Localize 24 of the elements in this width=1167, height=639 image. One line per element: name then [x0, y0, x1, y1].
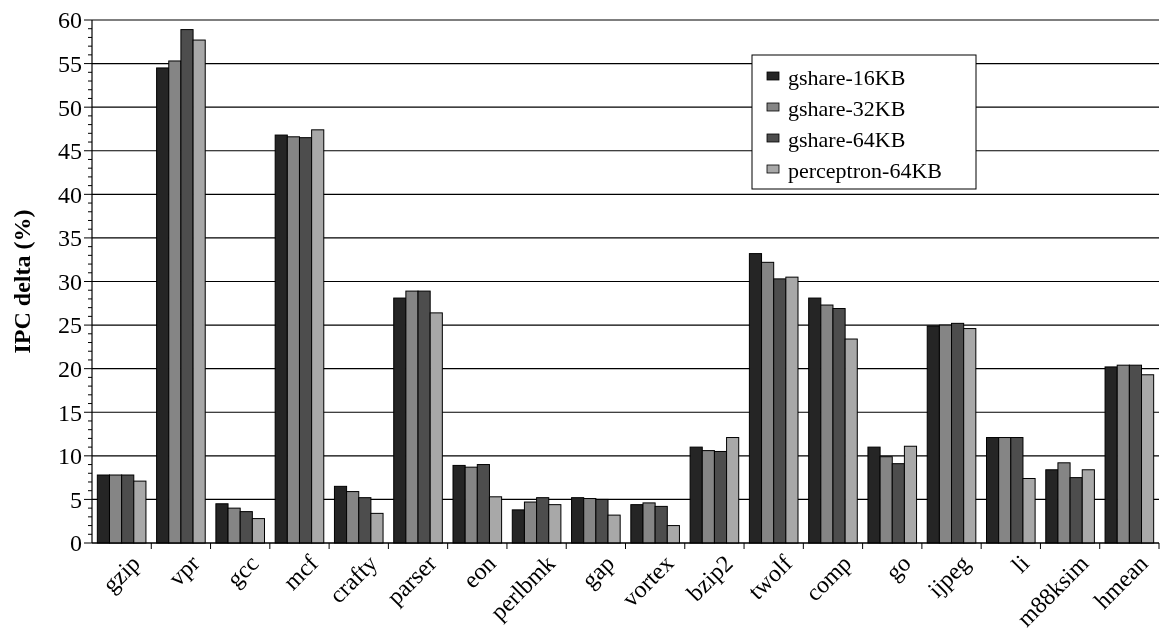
x-tick-label: gcc — [221, 550, 264, 592]
x-tick-label: gzip — [97, 550, 146, 598]
x-tick-label: gap — [576, 550, 620, 593]
y-tick-label: 20 — [58, 356, 82, 383]
y-tick-label: 10 — [58, 443, 82, 470]
y-tick-label: 15 — [58, 399, 82, 426]
legend-label: gshare-32KB — [788, 95, 906, 121]
y-axis-title: IPC delta (%) — [9, 209, 35, 354]
y-tick-label: 25 — [58, 312, 82, 339]
legend-label: gshare-16KB — [788, 64, 906, 90]
x-tick-label: vpr — [163, 550, 205, 592]
y-tick-label: 60 — [58, 7, 82, 34]
y-tick-label: 35 — [58, 225, 82, 252]
y-tick-label: 30 — [58, 268, 82, 295]
x-tick-label: mcf — [278, 550, 323, 595]
x-tick-label: go — [880, 550, 916, 586]
legend-label: perceptron-64KB — [788, 157, 942, 183]
y-tick-label: 55 — [58, 50, 82, 77]
y-tick-label: 45 — [58, 138, 82, 165]
legend-label: gshare-64KB — [788, 126, 906, 152]
y-tick-label: 40 — [58, 181, 82, 208]
y-tick-label: 5 — [70, 486, 82, 513]
y-tick-label: 50 — [58, 94, 82, 121]
y-tick-label: 0 — [70, 530, 82, 557]
